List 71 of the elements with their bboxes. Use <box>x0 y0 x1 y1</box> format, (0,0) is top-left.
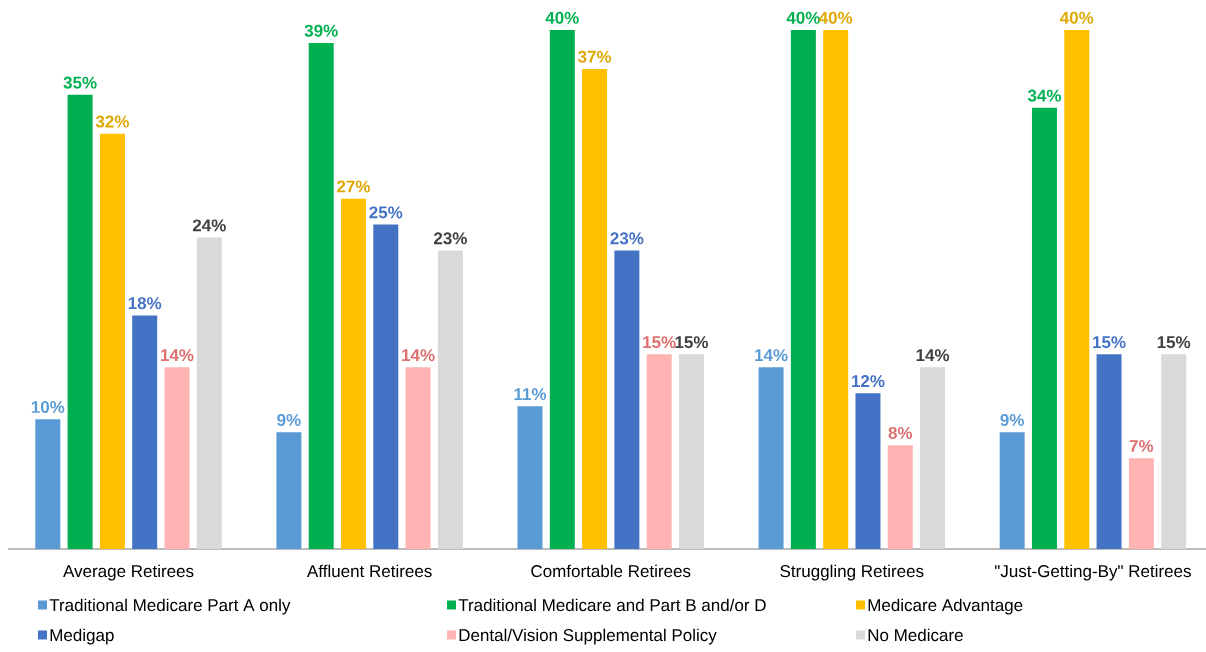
data-label: 34% <box>1027 89 1062 102</box>
bar <box>855 393 881 549</box>
bar <box>341 198 366 549</box>
data-label: 23% <box>433 232 467 245</box>
legend-label: Dental/Vision Supplemental Policy <box>459 628 717 645</box>
legend-label: Medigap <box>50 628 114 645</box>
bar <box>582 68 608 549</box>
data-label: 15% <box>1157 336 1191 349</box>
data-label: 37% <box>577 50 612 63</box>
bar <box>437 250 463 549</box>
data-label: 7% <box>1129 440 1154 452</box>
data-label: 15% <box>1093 336 1126 349</box>
data-label: 40% <box>545 11 579 24</box>
bar <box>196 237 222 549</box>
bar <box>920 367 946 549</box>
bar <box>405 367 431 549</box>
data-label: 15% <box>643 336 676 349</box>
legend-label: Traditional Medicare Part A only <box>49 598 291 615</box>
bar <box>99 133 125 549</box>
data-label: 14% <box>916 349 950 362</box>
data-label: 25% <box>369 206 403 219</box>
bar <box>517 406 543 549</box>
data-label: 10% <box>31 401 65 414</box>
bar <box>646 354 672 549</box>
bar <box>790 29 816 549</box>
data-label: 27% <box>337 180 371 193</box>
data-label: 9% <box>1000 413 1024 427</box>
data-label: 8% <box>888 426 913 439</box>
bar <box>1064 29 1090 549</box>
bar <box>614 250 640 549</box>
bar <box>308 42 334 549</box>
bar <box>373 224 399 549</box>
bar <box>164 367 190 549</box>
bar <box>678 354 704 549</box>
x-tick-label: Average Retirees <box>63 564 194 581</box>
x-tick-label: Comfortable Retirees <box>531 564 691 578</box>
data-label: 24% <box>192 219 226 232</box>
bar <box>1161 354 1187 549</box>
data-label: 14% <box>161 349 194 362</box>
bar <box>1031 107 1057 549</box>
bar <box>35 419 61 549</box>
bar <box>758 367 784 549</box>
legend-label: No Medicare <box>868 628 963 642</box>
bar <box>1128 458 1154 549</box>
data-label: 32% <box>95 115 129 128</box>
x-tick-label: Struggling Retirees <box>780 564 924 581</box>
data-label: 35% <box>63 76 97 89</box>
bar <box>1096 354 1122 549</box>
data-label: 18% <box>128 297 162 310</box>
x-tick-label: Affluent Retirees <box>306 564 432 578</box>
bar <box>67 94 93 549</box>
legend-label: Traditional Medicare and Part B and/or D <box>458 598 766 612</box>
x-tick-label: "Just-Getting-By" Retirees <box>995 564 1191 581</box>
data-label: 39% <box>304 24 338 37</box>
bar <box>887 445 913 549</box>
data-label: 9% <box>277 413 301 427</box>
legend-label: Medicare Advantage <box>868 598 1023 615</box>
bar <box>549 29 575 549</box>
data-label: 14% <box>402 349 435 362</box>
data-label: 40% <box>818 11 853 24</box>
data-label: 40% <box>1060 11 1094 24</box>
data-label: 12% <box>852 375 885 388</box>
bar <box>999 432 1025 549</box>
data-label: 40% <box>786 11 820 24</box>
data-label: 11% <box>514 388 547 401</box>
data-label: 15% <box>675 336 709 349</box>
data-label: 23% <box>610 232 644 245</box>
bar <box>132 315 158 549</box>
bar <box>823 29 849 549</box>
data-label: 14% <box>755 349 788 362</box>
bar <box>276 432 302 549</box>
